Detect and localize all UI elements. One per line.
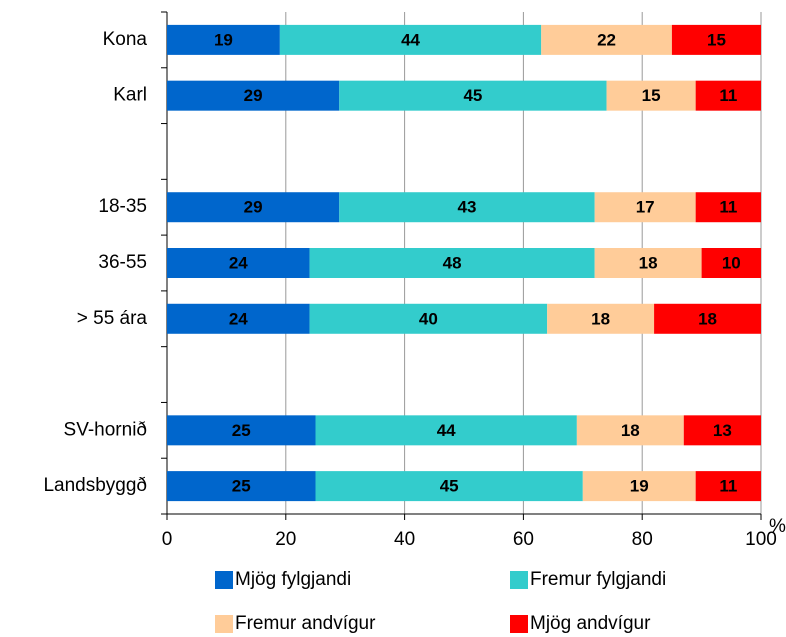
value-label: 10 [722, 253, 741, 272]
value-label: 18 [591, 309, 610, 328]
bar-segment [167, 80, 340, 111]
bar-segment [683, 415, 761, 446]
bar-segment [339, 80, 607, 111]
bar-segment [582, 471, 696, 502]
value-label: 18 [639, 253, 658, 272]
bar-segment [309, 303, 548, 334]
value-label: 11 [719, 86, 737, 105]
y-tick-label: Karl [113, 85, 147, 106]
legend-label: Fremur fylgjandi [530, 569, 666, 590]
bar-segment [167, 24, 280, 55]
value-label: 19 [630, 477, 649, 496]
legend-swatch [215, 615, 233, 633]
value-label: 29 [244, 86, 263, 105]
bar-segment [701, 248, 761, 278]
bar-segment [576, 415, 684, 446]
legend-swatch [510, 571, 528, 589]
x-tick-label: 0 [162, 529, 173, 550]
x-tick-label: 60 [513, 529, 534, 550]
value-label: 48 [443, 253, 462, 272]
value-label: 29 [244, 198, 263, 217]
bar-segment [167, 248, 310, 278]
value-label: 24 [229, 309, 248, 328]
bar-segment [315, 471, 583, 502]
value-label: 15 [642, 86, 661, 105]
bar-segment [594, 192, 696, 223]
value-label: 19 [214, 30, 233, 49]
bar-segment [315, 415, 577, 446]
bar-segment [167, 471, 316, 502]
bar-segment [695, 192, 761, 223]
value-label: 13 [713, 421, 732, 440]
y-tick-label: 36-55 [98, 252, 147, 273]
value-label: 18 [621, 421, 640, 440]
bar-segment [309, 248, 595, 278]
bar-segment [167, 415, 316, 446]
legend-swatch [215, 571, 233, 589]
bar-segment [654, 303, 761, 334]
value-label: 18 [698, 309, 717, 328]
bar-segment [541, 24, 672, 55]
x-tick-label: 40 [394, 529, 415, 550]
value-label: 44 [437, 421, 456, 440]
legend-label: Mjög fylgjandi [235, 569, 351, 590]
y-tick-label: SV-hornið [64, 419, 147, 440]
bar-segment [695, 80, 761, 111]
legend-swatch [510, 615, 528, 633]
value-label: 25 [232, 477, 251, 496]
bar-segment [279, 24, 542, 55]
y-tick-label: > 55 ára [77, 308, 148, 329]
value-label: 15 [707, 30, 726, 49]
bar-segment [606, 80, 696, 111]
y-tick-label: Kona [103, 29, 148, 50]
value-label: 43 [458, 198, 477, 217]
bar-segment [339, 192, 595, 223]
legend-label: Fremur andvígur [235, 613, 376, 634]
value-label: 44 [401, 30, 420, 49]
legend-label: Mjög andvígur [530, 613, 651, 634]
y-tick-label: Landsbyggð [43, 475, 147, 496]
bar-segment [671, 24, 761, 55]
value-label: 22 [597, 30, 616, 49]
value-label: 25 [232, 421, 251, 440]
x-tick-label: 100 [745, 529, 777, 550]
value-label: 11 [719, 198, 737, 217]
value-label: 24 [229, 253, 248, 272]
bar-segment [547, 303, 655, 334]
x-tick-label: 20 [275, 529, 296, 550]
x-tick-label: 80 [632, 529, 653, 550]
bar-segment [594, 248, 702, 278]
bar-segment [167, 303, 310, 334]
bar-segment [167, 192, 340, 223]
value-label: 40 [419, 309, 438, 328]
x-axis-label: % [769, 516, 786, 537]
value-label: 45 [440, 477, 459, 496]
bar-segment [695, 471, 761, 502]
y-tick-label: 18-35 [98, 196, 147, 217]
value-label: 17 [636, 198, 655, 217]
value-label: 11 [719, 477, 737, 496]
value-label: 45 [463, 86, 482, 105]
